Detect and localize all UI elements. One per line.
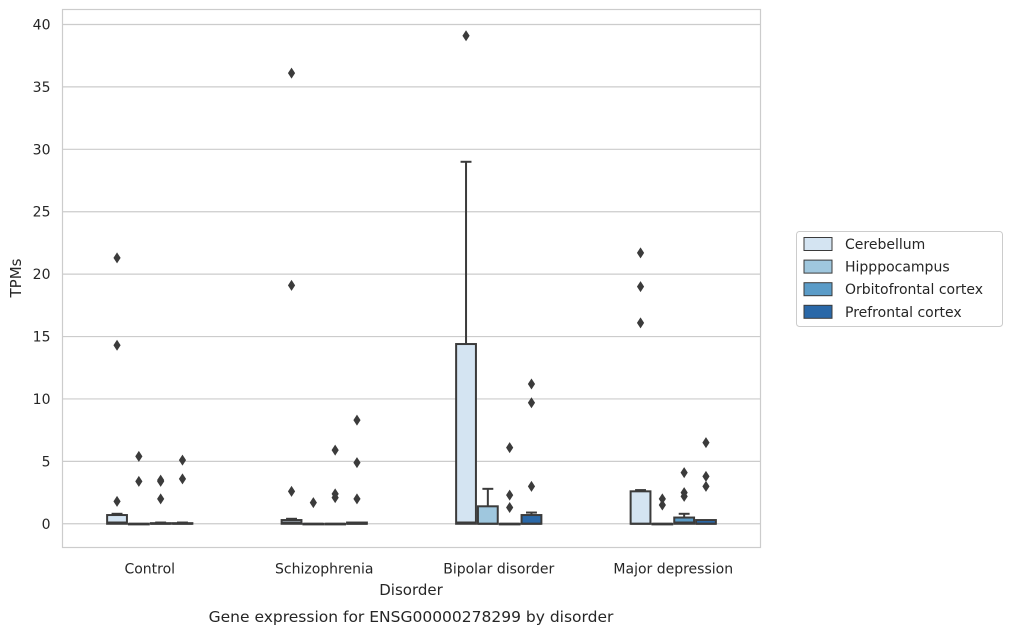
legend-label: Prefrontal cortex	[845, 305, 962, 321]
outlier-point	[157, 474, 165, 486]
outlier-point	[527, 397, 536, 409]
box-group	[629, 247, 652, 525]
outlier-point	[353, 414, 361, 426]
legend-label: Cerebellum	[845, 237, 925, 253]
outlier-point	[178, 454, 187, 466]
legend-swatch	[803, 259, 833, 274]
plot-area-frame	[61, 8, 762, 549]
outlier-point	[658, 493, 666, 505]
outlier-point	[135, 450, 143, 462]
box-group	[324, 444, 347, 526]
outlier-point	[702, 437, 710, 449]
outlier-point	[353, 493, 361, 505]
outlier-point	[331, 444, 339, 456]
outlier-point	[680, 467, 688, 479]
y-tick-labels: 0 5 10 15 20 25 30 35 40	[33, 17, 51, 532]
outlier-point	[135, 475, 143, 487]
legend-label: Orbitofrontal cortex	[845, 282, 983, 298]
y-tick-label: 0	[42, 517, 51, 533]
outlier-point	[506, 442, 514, 454]
box	[520, 514, 543, 525]
outlier-point	[309, 497, 317, 509]
box-group	[171, 454, 194, 525]
legend-frame	[796, 231, 1003, 327]
outlier-point	[353, 457, 361, 469]
box-group	[149, 474, 172, 525]
outlier-point	[287, 485, 296, 497]
outlier-point	[506, 502, 514, 514]
box-group	[695, 437, 717, 525]
box-group	[476, 487, 499, 525]
box-group	[127, 450, 150, 526]
legend: Cerebellum Hipppocampus Orbitofrontal cort…	[796, 231, 1003, 327]
box-group	[455, 30, 477, 525]
outlier-point	[658, 499, 666, 511]
box	[476, 505, 499, 525]
y-tick-label: 40	[33, 17, 51, 33]
y-tick-label: 25	[33, 205, 51, 221]
chart-title: Gene expression for ENSG00000278299 by d…	[209, 608, 614, 626]
outlier-point	[287, 279, 296, 291]
box	[106, 514, 128, 525]
outlier-point	[636, 281, 645, 293]
x-tick-labels: Control Schizophrenia Bipolar disorder Majo…	[124, 562, 733, 578]
outlier-point	[178, 473, 187, 485]
outlier-point	[462, 30, 470, 42]
x-tick-label: Bipolar disorder	[443, 562, 554, 578]
y-tick-label: 30	[33, 142, 51, 158]
y-tick-label: 5	[42, 454, 51, 470]
legend-label: Hipppocampus	[845, 260, 950, 276]
box-group	[106, 252, 128, 525]
outlier-point	[113, 495, 121, 507]
box-group	[498, 442, 521, 526]
y-tick-label: 35	[33, 80, 51, 96]
outlier-point	[113, 339, 121, 351]
box-group	[520, 378, 543, 525]
outlier-point	[636, 247, 645, 259]
x-tick-label: Major depression	[613, 562, 733, 578]
box	[673, 516, 696, 525]
outlier-point	[702, 470, 710, 482]
outlier-point	[680, 487, 688, 499]
outlier-point	[113, 252, 121, 264]
box-group	[280, 67, 303, 525]
outlier-point	[702, 480, 710, 492]
outlier-point	[527, 378, 536, 390]
legend-swatch	[803, 282, 833, 297]
box-group	[651, 493, 674, 526]
outlier-point	[636, 317, 645, 329]
box-group	[302, 497, 325, 526]
y-axis-label: TPMs	[7, 258, 25, 298]
x-axis-label: Disorder	[379, 581, 443, 599]
outlier-point	[506, 489, 514, 501]
box	[455, 343, 477, 525]
y-tick-label: 20	[33, 267, 51, 283]
y-tick-label: 10	[33, 392, 51, 408]
box-group	[673, 467, 696, 525]
x-tick-label: Control	[124, 562, 175, 578]
outlier-point	[157, 493, 165, 505]
x-tick-label: Schizophrenia	[275, 562, 373, 578]
outlier-point	[287, 67, 296, 79]
box	[629, 490, 652, 525]
box-group	[346, 414, 368, 525]
gridlines	[62, 23, 761, 525]
y-tick-label: 15	[33, 330, 51, 346]
outlier-point	[527, 480, 536, 492]
outlier-point	[331, 488, 339, 500]
box-layer	[106, 30, 717, 526]
legend-swatch	[803, 304, 833, 319]
legend-swatch	[803, 237, 833, 251]
